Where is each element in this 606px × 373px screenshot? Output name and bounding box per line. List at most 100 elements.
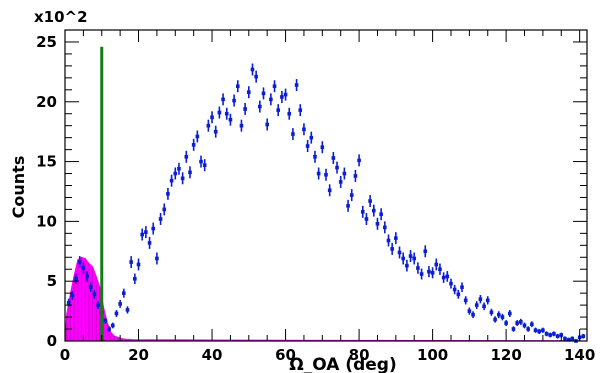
data-point	[202, 159, 207, 172]
point-marker	[445, 274, 450, 279]
data-point	[280, 91, 284, 103]
point-marker	[474, 303, 479, 307]
point-marker	[96, 303, 100, 307]
point-marker	[276, 108, 281, 112]
point-marker	[272, 84, 277, 89]
point-marker	[427, 269, 431, 274]
y-tick-label: 10	[36, 212, 57, 230]
point-marker	[320, 145, 325, 150]
data-point	[375, 217, 380, 230]
point-marker	[224, 111, 229, 116]
point-marker	[349, 193, 354, 197]
data-point	[338, 175, 343, 188]
data-point	[445, 271, 450, 282]
x-tick-label: 40	[202, 346, 223, 364]
point-marker	[478, 297, 483, 301]
data-point	[74, 273, 78, 285]
point-marker	[342, 171, 347, 176]
data-point	[581, 333, 586, 339]
x-tick-label: 20	[128, 346, 149, 364]
data-point	[324, 168, 328, 181]
data-point	[548, 332, 553, 338]
point-marker	[408, 254, 413, 258]
point-marker	[280, 95, 284, 99]
point-marker	[383, 225, 387, 230]
data-point	[184, 150, 189, 163]
point-marker	[77, 260, 82, 264]
point-marker	[129, 260, 133, 264]
data-point	[313, 150, 317, 163]
point-marker	[250, 67, 255, 72]
point-marker	[133, 277, 137, 281]
point-marker	[519, 320, 523, 324]
point-marker	[221, 97, 225, 102]
data-point	[383, 221, 387, 234]
data-point	[452, 284, 457, 295]
y-tick-label: 25	[36, 33, 57, 51]
point-marker	[371, 208, 376, 213]
data-point	[353, 169, 358, 182]
point-marker	[563, 336, 567, 341]
data-point	[235, 80, 240, 93]
axis-ticks	[64, 29, 587, 342]
data-point	[92, 289, 97, 299]
point-marker	[265, 122, 269, 127]
data-point	[544, 331, 549, 337]
point-marker	[239, 123, 244, 128]
x-tick-label: 100	[417, 346, 448, 364]
point-marker	[338, 180, 343, 184]
data-point	[162, 203, 167, 216]
data-point	[133, 273, 137, 285]
data-point	[493, 316, 497, 323]
data-point	[423, 245, 428, 258]
point-marker	[85, 274, 89, 279]
point-marker	[390, 247, 394, 251]
point-marker	[309, 135, 314, 140]
point-marker	[467, 309, 472, 313]
data-point	[140, 228, 144, 241]
point-marker	[434, 262, 439, 267]
y-tick-label: 15	[36, 153, 57, 171]
data-point	[335, 161, 339, 174]
data-point	[474, 301, 479, 310]
data-point	[530, 321, 534, 328]
data-point	[107, 326, 111, 332]
data-point	[412, 252, 417, 265]
data-point	[309, 131, 314, 144]
point-marker	[401, 256, 405, 261]
point-marker	[346, 204, 350, 208]
point-marker	[298, 108, 303, 112]
data-point	[155, 252, 159, 265]
data-point	[401, 252, 405, 265]
data-point	[287, 107, 292, 120]
point-marker	[188, 170, 192, 175]
point-marker	[254, 74, 258, 79]
data-point	[357, 154, 361, 167]
data-point	[129, 256, 133, 269]
point-marker	[324, 172, 328, 177]
point-marker	[206, 123, 211, 128]
point-marker	[210, 115, 214, 120]
data-point	[247, 86, 251, 99]
data-point	[85, 271, 89, 282]
data-point	[114, 310, 119, 317]
data-point	[210, 111, 214, 124]
data-point	[195, 130, 200, 143]
data-point	[265, 118, 269, 131]
point-marker	[327, 188, 332, 193]
data-point	[394, 232, 398, 245]
data-point	[441, 272, 446, 283]
data-point	[320, 141, 325, 154]
point-marker	[155, 256, 159, 261]
data-point	[228, 113, 233, 126]
data-point	[541, 327, 545, 333]
data-point	[180, 172, 185, 185]
data-point	[537, 328, 542, 335]
data-point	[368, 195, 372, 208]
data-point	[434, 258, 439, 271]
point-marker	[423, 249, 428, 254]
data-point	[136, 258, 141, 271]
data-point	[283, 88, 288, 101]
point-marker	[416, 266, 420, 270]
